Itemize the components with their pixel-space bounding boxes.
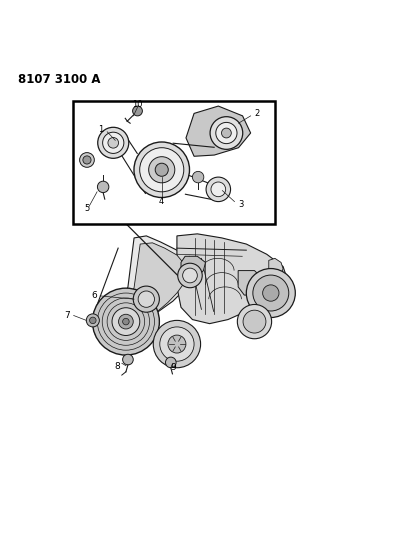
Ellipse shape — [243, 310, 266, 333]
Ellipse shape — [210, 117, 243, 149]
Ellipse shape — [206, 177, 231, 201]
Ellipse shape — [178, 263, 202, 288]
Ellipse shape — [90, 317, 96, 324]
Ellipse shape — [112, 308, 140, 335]
Ellipse shape — [246, 269, 296, 318]
Ellipse shape — [222, 128, 231, 138]
Text: 3: 3 — [238, 199, 243, 208]
Ellipse shape — [92, 288, 159, 355]
Ellipse shape — [211, 182, 226, 197]
Ellipse shape — [166, 357, 176, 368]
Ellipse shape — [134, 142, 189, 198]
Ellipse shape — [140, 148, 184, 192]
Polygon shape — [181, 256, 206, 277]
Text: 8: 8 — [115, 362, 120, 371]
Ellipse shape — [97, 181, 109, 192]
Ellipse shape — [160, 327, 194, 361]
Ellipse shape — [83, 156, 91, 164]
Ellipse shape — [192, 172, 204, 183]
Ellipse shape — [108, 138, 118, 148]
Text: 6: 6 — [92, 292, 97, 301]
Ellipse shape — [86, 314, 99, 327]
Ellipse shape — [253, 275, 289, 311]
Ellipse shape — [237, 304, 272, 339]
Ellipse shape — [98, 127, 129, 158]
Ellipse shape — [263, 285, 279, 301]
Ellipse shape — [122, 318, 129, 325]
Ellipse shape — [118, 314, 133, 329]
Ellipse shape — [122, 354, 133, 365]
Text: 7: 7 — [65, 311, 70, 320]
Text: 10: 10 — [132, 100, 143, 109]
Polygon shape — [118, 236, 193, 330]
Bar — [73, 101, 275, 224]
Polygon shape — [186, 106, 251, 156]
Ellipse shape — [168, 335, 186, 353]
Polygon shape — [124, 243, 187, 328]
Text: 9: 9 — [170, 363, 176, 372]
Text: 8107 3100 A: 8107 3100 A — [18, 72, 100, 86]
Ellipse shape — [149, 157, 175, 183]
Ellipse shape — [182, 268, 197, 283]
Ellipse shape — [138, 291, 155, 308]
Ellipse shape — [155, 163, 168, 176]
Text: 1: 1 — [99, 125, 104, 134]
Polygon shape — [269, 259, 283, 277]
Ellipse shape — [153, 320, 201, 368]
Text: 5: 5 — [84, 205, 90, 213]
Ellipse shape — [133, 286, 159, 312]
Ellipse shape — [216, 123, 237, 143]
Text: 4: 4 — [159, 197, 164, 206]
Text: 2: 2 — [254, 109, 259, 118]
Ellipse shape — [103, 132, 124, 154]
Polygon shape — [238, 271, 263, 295]
Ellipse shape — [133, 106, 142, 116]
Polygon shape — [177, 234, 287, 324]
Ellipse shape — [80, 152, 94, 167]
